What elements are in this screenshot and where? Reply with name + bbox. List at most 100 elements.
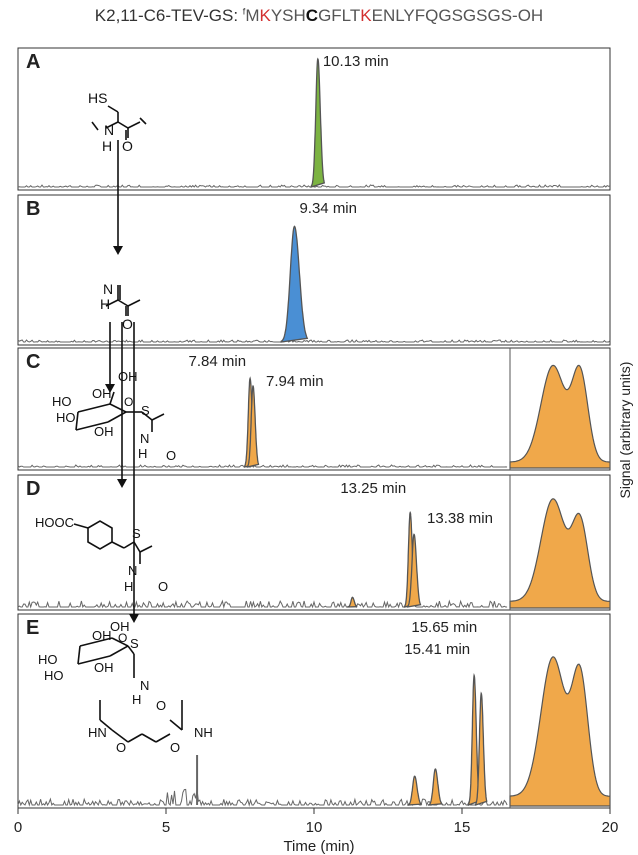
x-tick-label: 0 bbox=[14, 819, 22, 836]
residue-group: K bbox=[259, 6, 271, 25]
inset-peak bbox=[509, 656, 611, 807]
sequence-prefix: K2,11-C6-TEV-GS: bbox=[94, 6, 243, 25]
residue-group: YSH bbox=[270, 6, 306, 25]
arrow-head bbox=[105, 384, 115, 393]
bond bbox=[151, 413, 165, 421]
atom-label: N bbox=[140, 431, 149, 446]
inset-peak bbox=[509, 498, 611, 609]
chromatogram-peak bbox=[428, 768, 444, 806]
bond bbox=[77, 403, 111, 413]
x-tick-label: 20 bbox=[602, 819, 619, 836]
bond bbox=[111, 729, 129, 743]
wavy-bond bbox=[91, 121, 99, 131]
bond bbox=[79, 637, 113, 647]
y-axis-label: Signal (arbitrary units) bbox=[617, 362, 633, 499]
chromatogram-peak bbox=[474, 691, 488, 806]
panel-frame bbox=[17, 194, 611, 346]
atom-label: O bbox=[118, 631, 127, 645]
bond bbox=[117, 299, 129, 307]
bond bbox=[99, 719, 113, 731]
bond bbox=[75, 411, 79, 431]
atom-label: NH bbox=[194, 725, 213, 740]
atom-label: H bbox=[102, 138, 112, 154]
panel-frame bbox=[17, 613, 611, 809]
chromatogram-peak bbox=[406, 533, 422, 608]
bond bbox=[105, 121, 119, 129]
bond bbox=[107, 411, 127, 423]
residue-group: ENLYFQGSGSGS-OH bbox=[371, 6, 544, 25]
panel-label: B bbox=[26, 198, 40, 220]
chromatogram-peak bbox=[280, 225, 309, 343]
chromatogram-peak bbox=[246, 384, 260, 468]
panel-a: A 10.13 min bbox=[17, 47, 611, 191]
atom-label: HS bbox=[88, 90, 107, 106]
atom-label: N bbox=[103, 281, 113, 297]
bond bbox=[127, 733, 143, 743]
bond bbox=[123, 541, 135, 549]
atom-label: O bbox=[122, 138, 133, 154]
x-axis-label: Time (min) bbox=[283, 838, 354, 855]
peak-time-label: 15.41 min bbox=[404, 641, 470, 658]
atom-label: OH bbox=[118, 369, 138, 384]
bond bbox=[117, 121, 129, 129]
panel-frame bbox=[17, 474, 611, 611]
panel-label: A bbox=[26, 51, 40, 73]
bond bbox=[127, 645, 135, 655]
residue-group: C bbox=[305, 6, 319, 25]
peak-time-label: 13.25 min bbox=[340, 480, 406, 497]
baseline-trace bbox=[17, 599, 508, 609]
bond bbox=[109, 391, 115, 405]
panel-label: E bbox=[26, 617, 39, 639]
atom-label: S bbox=[132, 526, 141, 541]
chemical-structures bbox=[73, 105, 183, 743]
bond bbox=[155, 733, 171, 743]
atom-label: O bbox=[116, 740, 126, 755]
baseline-trace bbox=[17, 339, 611, 343]
bond bbox=[111, 541, 125, 549]
bond bbox=[105, 299, 119, 307]
bond bbox=[141, 411, 153, 421]
bond bbox=[141, 733, 157, 743]
panel-frame bbox=[17, 47, 611, 191]
bond bbox=[75, 421, 109, 431]
atom-label: H bbox=[132, 692, 141, 707]
arrow-head bbox=[117, 479, 127, 488]
bond bbox=[127, 121, 141, 129]
bond bbox=[77, 655, 111, 665]
atom-label: H bbox=[100, 296, 110, 312]
panel-c: C 7.84 min 7.94 min bbox=[17, 347, 611, 471]
atom-label: O bbox=[122, 316, 133, 332]
panel-b: B 9.34 min bbox=[17, 194, 611, 346]
bond bbox=[73, 523, 89, 529]
residue-group: M bbox=[245, 6, 260, 25]
atom-label: N bbox=[104, 122, 114, 138]
bond bbox=[107, 105, 119, 113]
bond bbox=[109, 403, 127, 413]
residue-group: K bbox=[360, 6, 372, 25]
bond bbox=[139, 545, 153, 553]
atom-label: H bbox=[124, 579, 133, 594]
atom-label: HO bbox=[52, 394, 72, 409]
benzene-ring bbox=[87, 520, 113, 550]
baseline-trace bbox=[17, 464, 508, 468]
atom-label: O bbox=[124, 395, 133, 409]
x-axis: 0 5 10 15 20 Time (min) bbox=[14, 808, 619, 855]
bond bbox=[77, 645, 81, 665]
atom-label: H bbox=[138, 446, 147, 461]
atom-label: OH bbox=[94, 424, 114, 439]
wavy-bond bbox=[139, 117, 147, 125]
sequence-residues: MKYSHCGFLTKENLYFQGSGSGS-OH bbox=[245, 6, 543, 25]
peak-time-label: 7.94 min bbox=[266, 373, 324, 390]
atom-label: HN bbox=[88, 725, 107, 740]
inset-peak bbox=[509, 364, 611, 469]
peak-time-label: 13.38 min bbox=[427, 510, 493, 527]
bond bbox=[169, 719, 183, 731]
bond bbox=[111, 637, 129, 647]
x-tick-label: 10 bbox=[306, 819, 323, 836]
chromatogram-peak bbox=[310, 57, 326, 188]
atom-label: O bbox=[170, 740, 180, 755]
atom-label: OH bbox=[94, 660, 114, 675]
peak-time-label: 7.84 min bbox=[189, 353, 247, 370]
baseline-trace bbox=[17, 184, 611, 188]
arrow-head bbox=[129, 614, 139, 623]
